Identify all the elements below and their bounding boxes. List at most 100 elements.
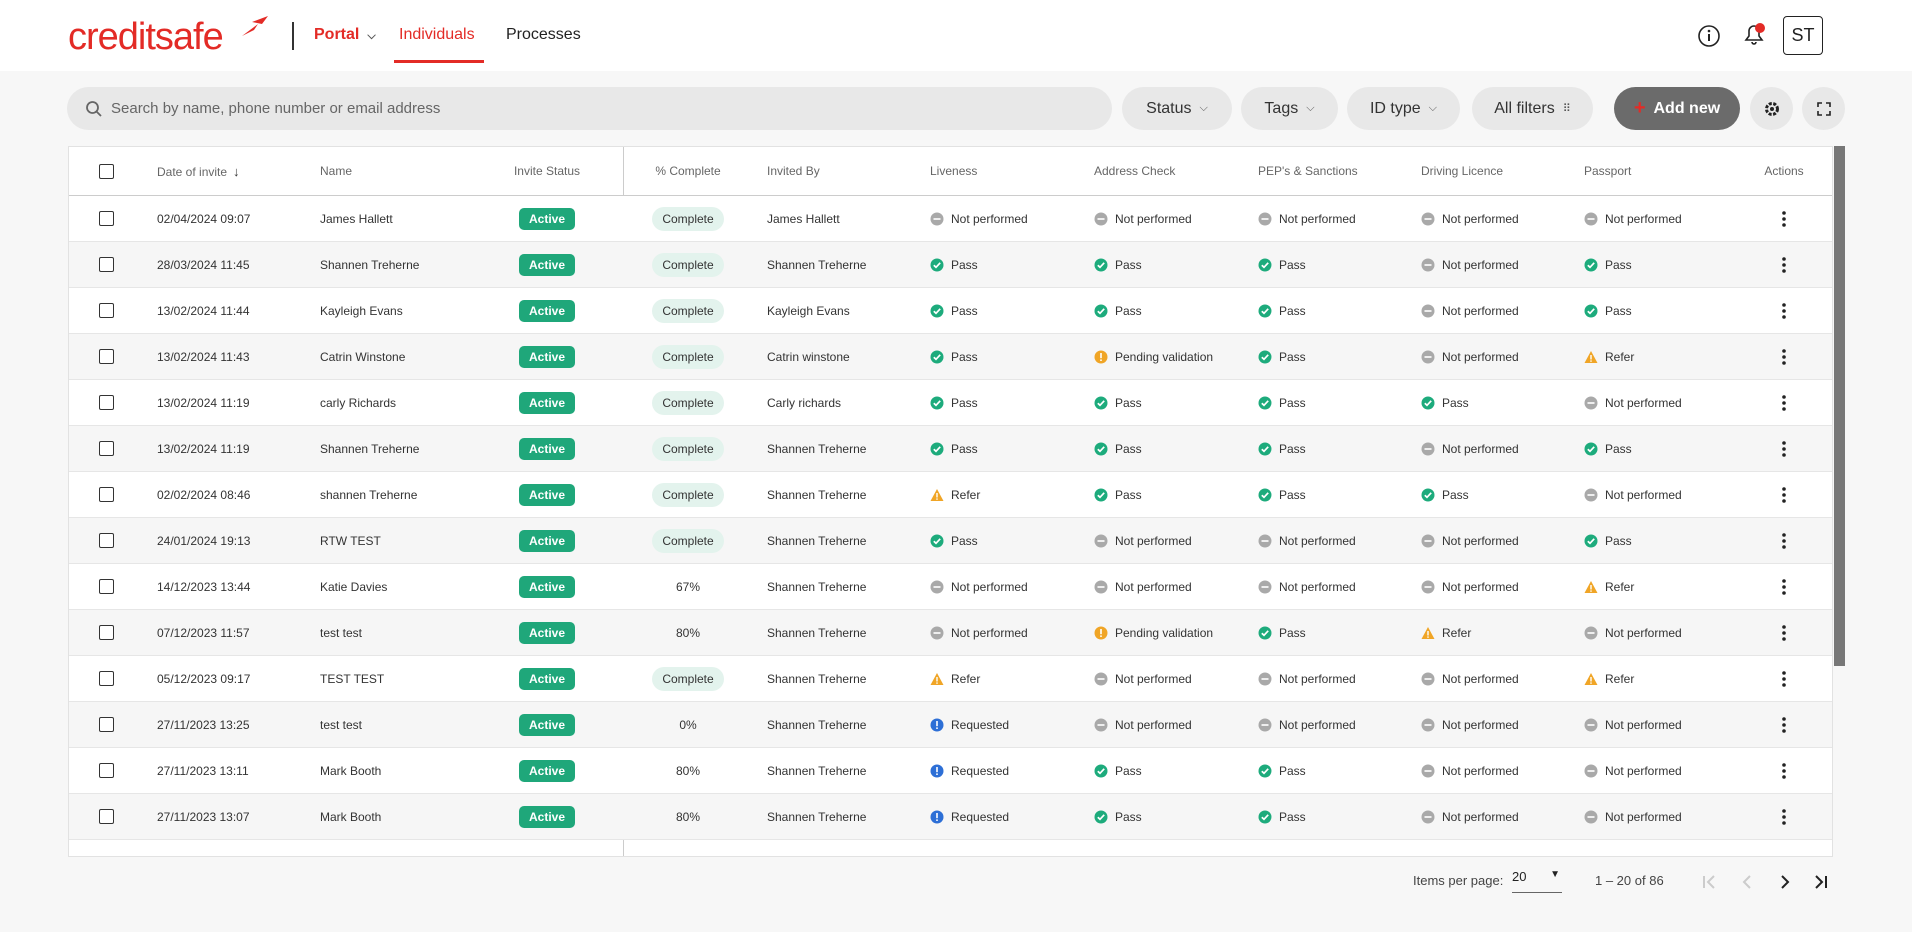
table-cell: 13/02/2024 11:43 [157,334,250,380]
search-icon [85,100,103,118]
status-icon [1258,580,1272,594]
cell-text: Not performed [1442,718,1519,732]
row-actions[interactable] [1774,348,1794,366]
status-icon [930,442,944,456]
add-new-button[interactable]: +Add new [1614,87,1740,130]
row-actions[interactable] [1774,578,1794,596]
table-cell: Not performed [1094,702,1192,748]
filter-button[interactable]: Tags⌵ [1241,87,1338,130]
table-cell: Not performed [1584,472,1682,518]
table-cell: Active [487,334,607,380]
table-cell: 07/12/2023 11:57 [157,610,250,656]
status-icon [930,350,944,364]
cell-text: Shannen Treherne [767,534,866,548]
row-checkbox[interactable] [99,441,114,456]
row-checkbox[interactable] [99,579,114,594]
nav-item[interactable]: Individuals [399,26,475,44]
prev-page[interactable] [1744,876,1750,888]
row-checkbox[interactable] [99,625,114,640]
row-checkbox[interactable] [99,809,114,824]
cell-text: Pass [1279,396,1306,410]
cell-text: Pass [1279,764,1306,778]
row-actions[interactable] [1774,486,1794,504]
settings-button[interactable] [1750,87,1793,130]
row-checkbox[interactable] [99,303,114,318]
column-header: PEP's & Sanctions [1258,147,1358,196]
table-cell: 13/02/2024 11:44 [157,288,250,334]
row-actions[interactable] [1774,440,1794,458]
info-icon[interactable] [1697,24,1721,48]
row-actions[interactable] [1774,210,1794,228]
filter-button[interactable]: All filters⠿ [1472,87,1593,130]
table-cell: Refer [930,472,980,518]
table-cell: Complete [628,380,748,426]
cell-text: Shannen Treherne [320,442,419,456]
column-header: Driving Licence [1421,147,1503,196]
status-icon [1258,488,1272,502]
top-bar: creditsafe ST Portal⌵ Individuals Processe… [0,0,1912,71]
row-checkbox[interactable] [99,211,114,226]
table-cell: Pass [1258,380,1306,426]
cell-text: 80% [676,626,700,640]
user-avatar[interactable]: ST [1783,16,1823,55]
search-bar[interactable]: Search by name, phone number or email ad… [67,87,1112,130]
table-cell: Refer [1584,334,1634,380]
row-checkbox[interactable] [99,395,114,410]
table-cell: Requested [930,794,1009,840]
row-checkbox[interactable] [99,671,114,686]
status-badge: Active [519,760,575,782]
fullscreen-button[interactable] [1802,87,1845,130]
filter-button[interactable]: Status⌵ [1122,87,1232,130]
row-actions[interactable] [1774,532,1794,550]
cell-text: 05/12/2023 09:17 [157,672,250,686]
cell-text: 02/02/2024 08:46 [157,488,250,502]
table-cell: Mark Booth [320,794,381,840]
table-cell: Katie Davies [320,564,387,610]
filter-button[interactable]: ID type⌵ [1347,87,1460,130]
row-actions[interactable] [1774,762,1794,780]
row-actions[interactable] [1774,716,1794,734]
nav-item[interactable]: Portal⌵ [314,26,376,44]
row-checkbox[interactable] [99,257,114,272]
row-actions[interactable] [1774,394,1794,412]
row-checkbox[interactable] [99,763,114,778]
nav-item[interactable]: Processes [506,26,581,44]
status-icon [1258,810,1272,824]
kebab-icon [1774,532,1794,550]
first-page[interactable] [1704,876,1714,888]
row-actions[interactable] [1774,302,1794,320]
cell-text: James Hallett [767,212,840,226]
scrollbar[interactable] [1834,146,1845,666]
row-checkbox[interactable] [99,349,114,364]
page-size-select[interactable]: 20▼ [1512,869,1562,893]
row-checkbox[interactable] [99,533,114,548]
table-cell: James Hallett [320,196,393,242]
kebab-icon [1774,348,1794,366]
cell-text: Pass [1115,396,1142,410]
next-page[interactable] [1782,876,1788,888]
table-cell: Not performed [1258,656,1356,702]
cell-text: Shannen Treherne [767,442,866,456]
cell-text: Not performed [1605,718,1682,732]
row-actions[interactable] [1774,808,1794,826]
table-cell: Complete [628,196,748,242]
status-icon [1584,718,1598,732]
table-cell: Not performed [1584,196,1682,242]
cell-text: Not performed [1442,580,1519,594]
last-page[interactable] [1816,876,1826,888]
logo[interactable]: creditsafe [68,16,223,59]
table-cell: Not performed [1421,564,1519,610]
table-cell: Complete [628,288,748,334]
status-icon [1094,396,1108,410]
row-actions[interactable] [1774,624,1794,642]
column-header: Passport [1584,147,1631,196]
row-actions[interactable] [1774,670,1794,688]
row-actions[interactable] [1774,256,1794,274]
cell-text: Shannen Treherne [767,810,866,824]
filter-label: ID type [1370,100,1421,118]
header-checkbox[interactable] [99,164,114,179]
notifications-icon[interactable] [1740,20,1768,48]
row-checkbox[interactable] [99,487,114,502]
row-checkbox[interactable] [99,717,114,732]
column-header[interactable]: Date of invite↓ [157,147,240,196]
